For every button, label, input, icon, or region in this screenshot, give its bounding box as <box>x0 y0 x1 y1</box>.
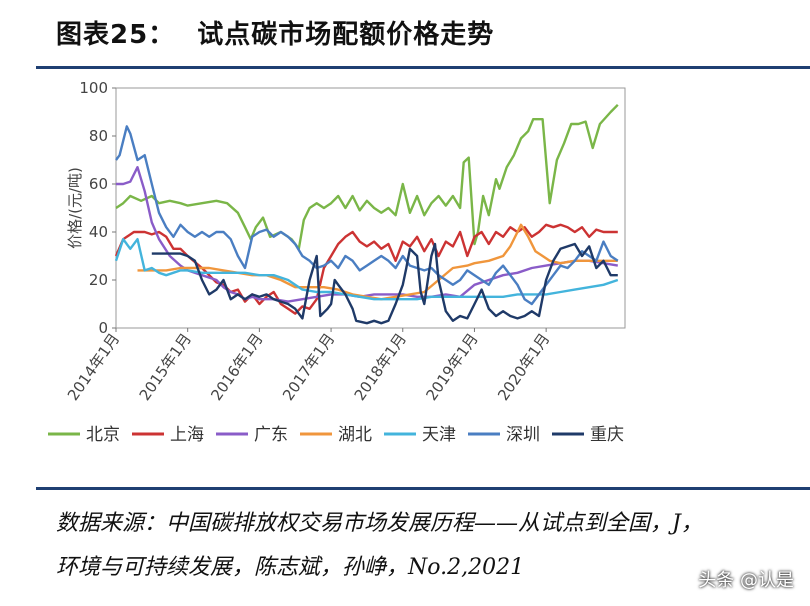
series-group <box>114 103 619 325</box>
y-tick-label: 100 <box>79 79 108 97</box>
figure-label: 图表25： <box>56 20 176 50</box>
x-tick-label: 2017年1月 <box>279 330 338 404</box>
series-line-0 <box>115 103 619 251</box>
x-tick-label: 2018年1月 <box>351 330 410 404</box>
legend-label-5: 深圳 <box>506 425 540 445</box>
series-line-2 <box>116 165 618 303</box>
source-line-1: 数据来源：中国碳排放权交易市场发展历程——从试点到全国，J， <box>56 511 703 536</box>
legend-label-3: 湖北 <box>338 425 372 445</box>
y-axis-label: 价格/(元/吨) <box>66 167 84 249</box>
legend-label-1: 上海 <box>170 425 204 445</box>
x-tick-label: 2020年1月 <box>494 330 553 404</box>
figure-title: 图表25： 试点碳市场配额价格走势 <box>56 14 494 51</box>
legend-label-0: 北京 <box>86 425 120 445</box>
x-tick-label: 2015年1月 <box>136 330 195 404</box>
bottom-divider <box>36 487 810 490</box>
series-line-6 <box>151 242 618 325</box>
series-line-4 <box>114 237 619 301</box>
watermark: 头条 @认是 <box>698 570 794 591</box>
legend: 北京 上海 广东 湖北 天津 深圳 重庆 <box>48 425 624 445</box>
top-divider <box>36 66 810 69</box>
y-tick-label: 0 <box>98 319 108 337</box>
source-line-2: 环境与可持续发展，陈志斌，孙峥，No.2,2021 <box>56 555 525 580</box>
x-axis: 2014年1月 2015年1月 2016年1月 2017年1月 2018年1月 2019年… <box>64 328 553 404</box>
y-axis: 0 20 40 60 80 100 <box>79 79 116 337</box>
y-tick-label: 60 <box>89 175 108 193</box>
y-tick-label: 20 <box>89 271 108 289</box>
x-tick-label: 2019年1月 <box>422 330 481 404</box>
series-line-3 <box>137 223 618 301</box>
legend-label-4: 天津 <box>422 425 456 445</box>
x-tick-label: 2014年1月 <box>64 330 123 404</box>
x-tick-label: 2016年1月 <box>207 330 266 404</box>
legend-label-2: 广东 <box>254 425 288 445</box>
series-line-5 <box>115 125 619 306</box>
plot-frame <box>115 87 626 329</box>
figure-title-text: 试点碳市场配额价格走势 <box>197 20 495 50</box>
source-note: 数据来源：中国碳排放权交易市场发展历程——从试点到全国，J， 环境与可持续发展，… <box>56 502 796 590</box>
y-tick-label: 80 <box>89 127 108 145</box>
y-tick-label: 40 <box>89 223 108 241</box>
legend-label-6: 重庆 <box>590 425 624 445</box>
